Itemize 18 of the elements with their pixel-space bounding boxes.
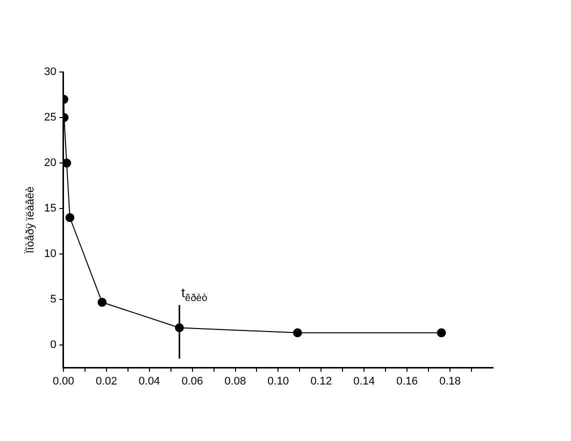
x-tick-label: 0.10 [268,375,289,388]
y-tick-label: 15 [44,202,56,215]
x-tick-label: 0.16 [396,375,418,388]
y-tick-label: 0 [50,339,56,352]
y-tick-label: 30 [44,66,56,78]
y-tick-label: 10 [44,248,56,260]
x-tick-label: 0.04 [138,375,160,388]
y-axis-title: Ïîòåðÿ ïëàâêè [24,186,37,254]
y-tick-label: 5 [50,294,56,306]
x-tick-label: 0.18 [439,375,461,388]
x-tick-label: 0.14 [353,375,375,388]
y-tick-label: 20 [44,157,56,170]
x-tick-label: 0.02 [96,375,118,388]
x-tick-label: 0.00 [52,375,74,388]
x-tick-label: 0.12 [310,375,332,388]
y-tick-label: 25 [44,112,56,124]
x-tick-label: 0.06 [182,375,204,388]
x-tick-label: 0.08 [224,375,246,388]
